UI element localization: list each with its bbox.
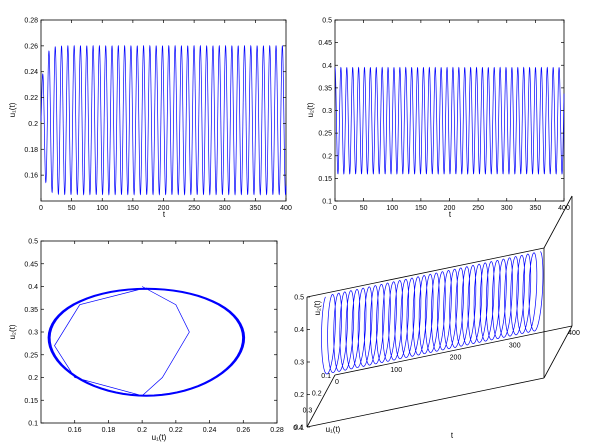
- y-tick-label: 0.16: [24, 173, 38, 180]
- axes-box-edge: [306, 374, 336, 428]
- axes-box-edge: [306, 377, 545, 428]
- y-tick-label: 300: [509, 342, 521, 349]
- tick-group: 0 50 100 150 200 250 300 350 400 0.1 0.15 0.2 0.25 0.…: [318, 18, 570, 213]
- x-tick-label: 0.26: [236, 427, 250, 434]
- axes-box-edge: [306, 247, 545, 298]
- y-tick-label: 100: [390, 367, 402, 374]
- y-tick-label: 0.15: [318, 176, 332, 183]
- y-tick-label: 0.2: [28, 375, 38, 382]
- y-tick-label: 0.5: [28, 239, 38, 246]
- x-tick-label: 400: [558, 205, 570, 212]
- tick-group: 0.1 0.2 0.3 0.4 0.5 0.1 0.2 0.3 0.4 0 100 200 300 400: [293, 295, 580, 433]
- x-tick-label: 250: [188, 205, 200, 212]
- y-tick-label: 0.1: [322, 199, 332, 206]
- x-tick-label: 350: [250, 205, 262, 212]
- x-tick-label: 0: [39, 205, 43, 212]
- y-tick-label: 0.3: [28, 330, 38, 337]
- x-tick-label: 400: [280, 205, 292, 212]
- y-tick-label: 0.35: [24, 307, 38, 314]
- y-axis-label: u₂(t): [8, 324, 17, 339]
- y-tick-label: 0.45: [318, 40, 332, 47]
- y-tick-label: 0.4: [322, 63, 332, 70]
- z-tick-label: 0.2: [294, 392, 304, 399]
- x-tick-label: 0.16: [68, 427, 82, 434]
- y-axis-label: u₁(t): [8, 102, 17, 117]
- panel-u2-time: 0 50 100 150 200 250 300 350 400 0.1 0.15 0.2 0.25 0.…: [306, 18, 570, 220]
- y-tick-label: 0.35: [318, 85, 332, 92]
- x-axis-label: u₁(t): [152, 433, 167, 442]
- x-tick-label: 250: [472, 205, 484, 212]
- y-tick-label: 400: [568, 330, 580, 337]
- panel-u1-time: 0 50 100 150 200 250 300 350 400 0.16 0.18 0.2 0.22 0…: [8, 18, 292, 220]
- y-tick-label: 0.25: [24, 352, 38, 359]
- x-tick-label: 0.24: [203, 427, 217, 434]
- z-tick-label: 0.5: [294, 295, 304, 302]
- y-axis-label: u₂(t): [306, 102, 315, 117]
- tick-group: 0 50 100 150 200 250 300 350 400 0.16 0.18 0.2 0.22 0…: [24, 18, 292, 213]
- x-tick-label: 50: [68, 205, 76, 212]
- y-tick-label: 0.18: [24, 147, 38, 154]
- y-tick-label: 0.25: [318, 131, 332, 138]
- series-line: [47, 286, 246, 397]
- z-tick-label: 0.3: [294, 360, 304, 367]
- x-tick-label: 300: [501, 205, 513, 212]
- x-tick-label: 0.2: [312, 390, 322, 397]
- series-line: [40, 44, 287, 196]
- x-axis-label: t: [449, 210, 452, 219]
- tick-group: 0.16 0.18 0.2 0.22 0.24 0.26 0.28 0.1 0.15 0.2 0.2…: [24, 239, 284, 435]
- x-tick-label: 0.2: [137, 427, 147, 434]
- x-tick-label: 0.4: [293, 425, 303, 432]
- y-tick-label: 200: [450, 355, 462, 362]
- x-tick-label: 150: [415, 205, 427, 212]
- x-tick-label: 0.22: [169, 427, 183, 434]
- y-tick-label: 0.2: [322, 153, 332, 160]
- axes-box-edge: [334, 325, 573, 376]
- y-tick-label: 0.15: [24, 398, 38, 405]
- x-tick-label: 0.3: [303, 408, 313, 415]
- x-tick-label: 0.28: [270, 427, 284, 434]
- z-tick-label: 0.4: [294, 327, 304, 334]
- series-line: [334, 66, 565, 175]
- x-tick-label: 50: [360, 205, 368, 212]
- x-tick-label: 200: [158, 205, 170, 212]
- x-axis-label: u₁(t): [326, 425, 341, 434]
- x-tick-label: 0.1: [321, 373, 331, 380]
- x-tick-label: 0.18: [102, 427, 116, 434]
- panel-phase-plane: 0.16 0.18 0.2 0.22 0.24 0.26 0.28 0.1 0.15 0.2 0.2…: [8, 239, 284, 443]
- series-line: [321, 251, 544, 375]
- y-tick-label: 0.5: [322, 18, 332, 25]
- y-axis-label: t: [451, 431, 454, 440]
- y-tick-label: 0.3: [322, 108, 332, 115]
- x-axis-label: t: [163, 210, 166, 219]
- x-tick-label: 200: [444, 205, 456, 212]
- x-tick-label: 350: [530, 205, 542, 212]
- panel-3d-trajectory: 0.1 0.2 0.3 0.4 0.5 0.1 0.2 0.3 0.4 0 100 200 300 400…: [293, 195, 580, 440]
- y-tick-label: 0: [335, 379, 339, 386]
- x-tick-label: 100: [386, 205, 398, 212]
- y-tick-label: 0.24: [24, 69, 38, 76]
- x-tick-label: 150: [127, 205, 139, 212]
- y-tick-label: 0.28: [24, 18, 38, 25]
- y-tick-label: 0.1: [28, 421, 38, 428]
- axes-box-edge: [543, 195, 573, 249]
- y-tick-label: 0.45: [24, 261, 38, 268]
- axes-box: [306, 195, 573, 428]
- y-tick-label: 0.2: [28, 121, 38, 128]
- y-tick-label: 0.26: [24, 43, 38, 50]
- x-tick-label: 300: [219, 205, 231, 212]
- x-tick-label: 100: [96, 205, 108, 212]
- z-axis-label: u₂(t): [313, 300, 322, 315]
- axes-box-edge: [543, 325, 573, 379]
- z-tick-label: 0.1: [294, 425, 304, 432]
- y-tick-label: 0.22: [24, 95, 38, 102]
- x-tick-label: 0: [333, 205, 337, 212]
- y-tick-label: 0.4: [28, 284, 38, 291]
